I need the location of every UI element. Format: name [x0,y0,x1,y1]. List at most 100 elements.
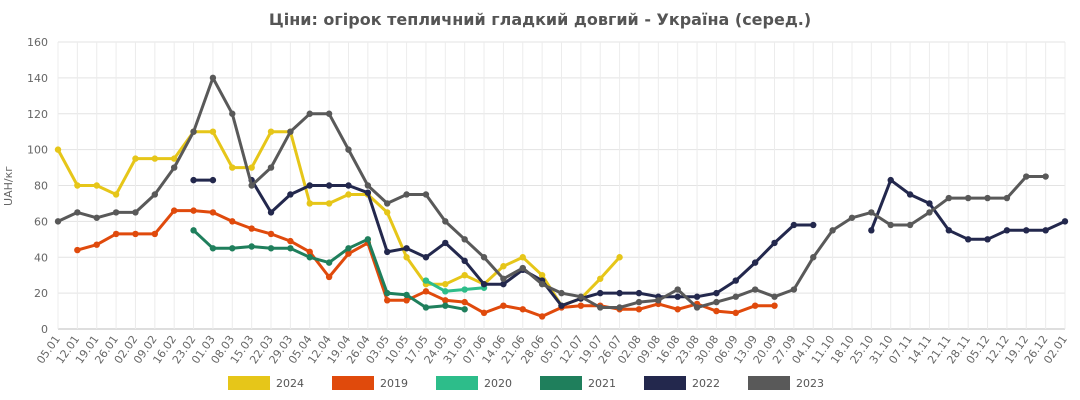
data-point-2023 [229,110,236,117]
data-point-2022 [868,227,875,234]
data-point-2024 [248,164,255,171]
data-point-2023 [829,227,836,234]
data-point-2024 [93,182,100,189]
data-point-2022 [790,221,798,229]
data-point-2019 [345,250,352,257]
data-point-2023 [655,297,662,304]
data-point-2023 [190,128,197,135]
data-point-2019 [151,230,159,238]
legend-item-2022: 2022 [644,376,720,390]
data-point-2019 [732,309,739,317]
data-point-2023 [403,191,410,198]
data-point-2022 [442,239,449,247]
data-point-2023 [848,214,856,221]
data-point-2019 [674,306,681,313]
data-point-2019 [209,209,217,216]
data-point-2019 [635,306,643,313]
data-point-2022 [461,257,468,265]
data-point-2023 [345,146,352,153]
data-point-2023 [674,286,681,293]
data-point-2023 [112,209,120,216]
data-point-2023 [500,275,507,282]
data-point-2023 [790,286,798,293]
data-point-2022 [403,245,410,252]
legend-item-2023: 2023 [748,376,824,390]
data-point-2022 [771,239,778,247]
data-point-2022 [635,289,643,297]
data-point-2022 [810,221,817,229]
data-point-2019 [74,246,81,254]
data-point-2019 [229,218,236,225]
data-point-2023 [54,218,62,225]
data-point-2019 [325,273,333,281]
y-tick-label: 0 [41,323,48,336]
data-point-2022 [480,280,488,288]
data-point-2019 [538,313,546,320]
data-point-2023 [325,110,333,117]
data-point-2022 [751,259,759,266]
data-point-2023 [926,209,933,216]
y-tick-label: 140 [27,72,48,85]
data-point-2024 [538,271,546,279]
data-point-2019 [480,309,488,317]
data-point-2022 [597,289,604,297]
data-point-2019 [461,298,468,306]
data-point-2022 [558,302,565,309]
data-point-2022 [964,236,972,243]
legend-label: 2019 [380,377,408,390]
data-point-2024 [229,164,236,171]
data-point-2022 [287,191,294,198]
legend-item-2020: 2020 [436,376,512,390]
data-point-2022 [693,293,701,300]
data-point-2023 [868,209,875,216]
series-2020 [422,277,488,295]
series-2023 [54,74,1049,311]
data-point-2022 [325,182,333,189]
data-point-2021 [461,306,468,313]
data-point-2023 [713,298,720,306]
data-point-2019 [751,302,759,309]
data-point-2023 [287,128,294,135]
data-point-2023 [771,293,778,300]
legend-swatch [540,376,582,390]
data-point-2023 [945,194,953,202]
data-point-2023 [93,214,100,221]
data-point-2023 [306,110,313,117]
data-point-2019 [132,230,139,238]
series-2024 [54,128,623,309]
data-point-2022 [306,182,313,189]
series-line-2024 [56,130,622,308]
data-point-2021 [209,245,217,252]
data-point-2023 [577,293,585,300]
data-point-2020 [422,277,430,284]
data-point-2019 [442,297,449,304]
data-point-2023 [597,304,604,311]
data-point-2022 [713,289,720,297]
y-tick-label: 100 [27,144,48,157]
data-point-2023 [442,218,449,225]
data-point-2024 [597,275,604,282]
data-point-2019 [93,241,100,248]
data-point-2023 [538,280,546,288]
data-point-2024 [616,254,623,261]
data-point-2019 [577,302,585,309]
data-point-2020 [461,286,468,293]
chart-title: Ціни: огірок тепличний гладкий довгий - … [269,10,811,29]
data-point-2023 [558,289,565,297]
data-point-2023 [519,264,526,272]
data-point-2023 [887,221,894,229]
data-point-2024 [500,263,507,270]
legend-label: 2021 [588,377,616,390]
legend-item-2019: 2019 [332,376,408,390]
legend-swatch [644,376,686,390]
legend-item-2024: 2024 [228,376,304,390]
data-point-2023 [1023,173,1030,180]
data-point-2021 [403,291,410,299]
data-point-2024 [325,200,333,207]
legend-label: 2023 [796,377,824,390]
data-point-2019 [713,307,720,315]
data-point-2022 [364,189,372,196]
legend-label: 2022 [692,377,720,390]
data-point-2023 [74,209,81,216]
